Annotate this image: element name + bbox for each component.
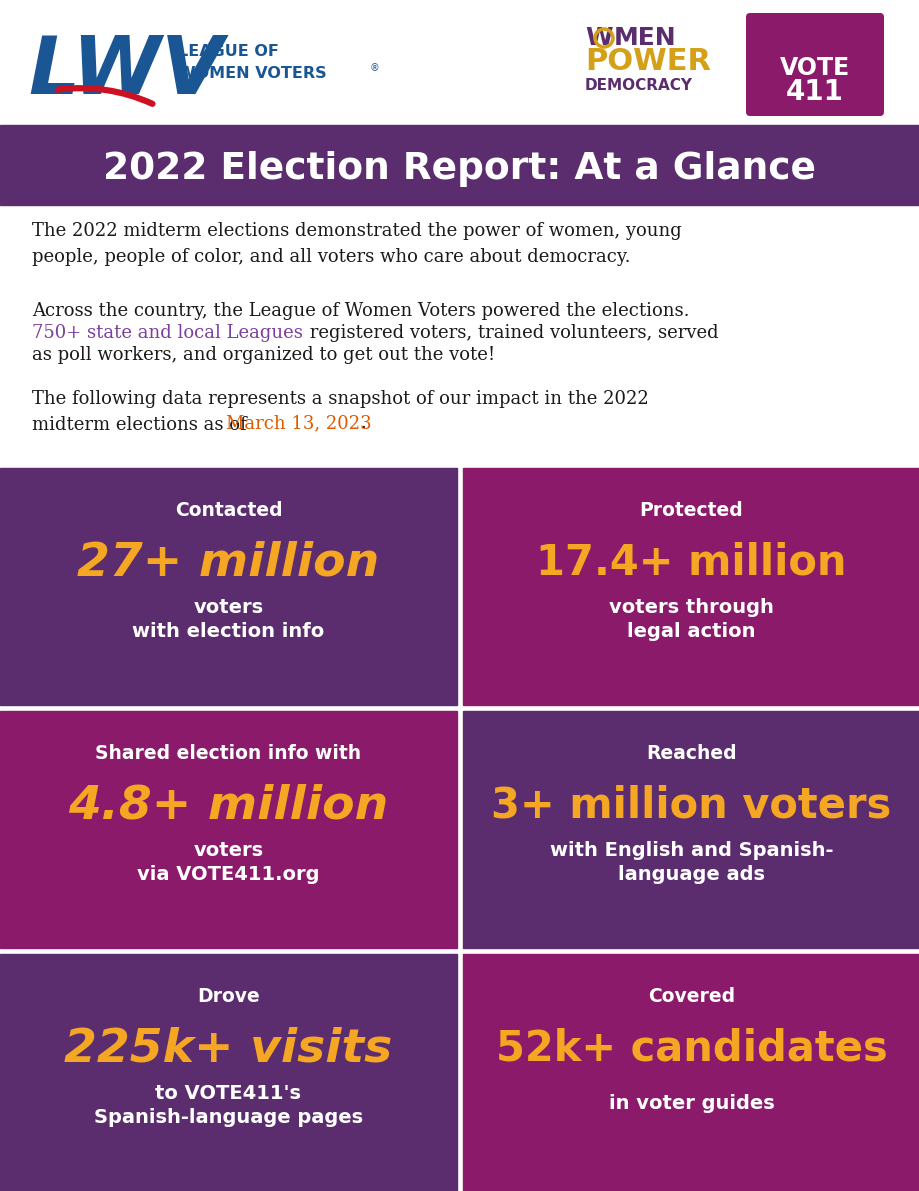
Text: Across the country, the League of Women Voters powered the elections.: Across the country, the League of Women …	[32, 303, 688, 320]
Text: .: .	[359, 414, 366, 432]
Text: Contacted: Contacted	[175, 501, 282, 520]
Text: Reached: Reached	[645, 744, 736, 763]
Text: The 2022 midterm elections demonstrated the power of women, young
people, people: The 2022 midterm elections demonstrated …	[32, 222, 681, 266]
Bar	[462, 711, 919, 948]
Text: with English and Spanish-: with English and Spanish-	[550, 841, 833, 860]
Text: Shared election info with: Shared election info with	[96, 744, 361, 763]
Text: 3+ million voters: 3+ million voters	[491, 785, 891, 827]
Text: 750+ state and local Leagues: 750+ state and local Leagues	[32, 324, 302, 342]
Text: MEN: MEN	[613, 26, 675, 50]
Text: via VOTE411.org: via VOTE411.org	[137, 865, 320, 884]
Text: March 13, 2023: March 13, 2023	[226, 414, 371, 432]
Text: 225k+ visits: 225k+ visits	[64, 1027, 392, 1071]
Text: Drove: Drove	[197, 987, 259, 1006]
Text: 52k+ candidates: 52k+ candidates	[495, 1028, 887, 1070]
Bar	[462, 954, 919, 1191]
Text: as poll workers, and organized to get out the vote!: as poll workers, and organized to get ou…	[32, 347, 494, 364]
Text: 4.8+ million: 4.8+ million	[68, 784, 388, 828]
Text: LWV: LWV	[28, 33, 223, 111]
Bar	[0, 468, 457, 705]
Text: VOTE: VOTE	[779, 56, 849, 80]
Text: language ads: language ads	[618, 865, 765, 884]
Text: with election info: with election info	[132, 622, 324, 641]
Text: to VOTE411's: to VOTE411's	[155, 1084, 301, 1103]
Text: voters: voters	[193, 598, 263, 617]
Text: WOMEN VOTERS: WOMEN VOTERS	[177, 67, 326, 81]
Text: W: W	[584, 26, 612, 50]
Bar	[0, 133, 919, 205]
Text: 27+ million: 27+ million	[77, 541, 380, 585]
Text: DEMOCRACY: DEMOCRACY	[584, 79, 692, 94]
FancyBboxPatch shape	[745, 13, 883, 116]
Text: ®: ®	[369, 63, 380, 73]
Bar	[0, 125, 919, 133]
Bar	[0, 711, 457, 948]
Text: The following data represents a snapshot of our impact in the 2022
midterm elect: The following data represents a snapshot…	[32, 389, 648, 434]
Text: legal action: legal action	[627, 622, 754, 641]
Text: 2022 Election Report: At a Glance: 2022 Election Report: At a Glance	[103, 151, 816, 187]
Text: in voter guides: in voter guides	[608, 1093, 774, 1112]
Text: voters: voters	[193, 841, 263, 860]
Text: POWER: POWER	[584, 48, 710, 76]
Text: O: O	[594, 26, 615, 50]
Text: Covered: Covered	[647, 987, 734, 1006]
Text: LEAGUE OF: LEAGUE OF	[177, 44, 278, 60]
Bar	[462, 468, 919, 705]
Text: 411: 411	[785, 77, 843, 106]
Text: voters through: voters through	[608, 598, 773, 617]
Text: registered voters, trained volunteers, served: registered voters, trained volunteers, s…	[303, 324, 718, 342]
Text: Spanish-language pages: Spanish-language pages	[94, 1108, 363, 1127]
Text: Protected: Protected	[639, 501, 743, 520]
Bar	[0, 954, 457, 1191]
Text: 17.4+ million: 17.4+ million	[536, 542, 845, 584]
